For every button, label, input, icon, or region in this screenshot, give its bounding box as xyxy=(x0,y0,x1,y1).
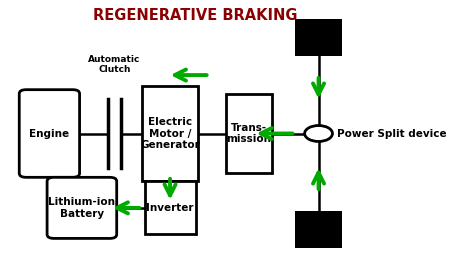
Text: Engine: Engine xyxy=(29,128,70,139)
FancyBboxPatch shape xyxy=(145,181,196,234)
Text: Automatic
Clutch: Automatic Clutch xyxy=(88,55,141,74)
FancyBboxPatch shape xyxy=(19,90,80,177)
Text: REGENERATIVE BRAKING: REGENERATIVE BRAKING xyxy=(93,8,298,23)
FancyBboxPatch shape xyxy=(142,86,198,181)
FancyBboxPatch shape xyxy=(47,177,117,238)
Text: Trans-
mission: Trans- mission xyxy=(227,123,272,144)
Text: Electric
Motor /
Generator: Electric Motor / Generator xyxy=(140,117,200,150)
Circle shape xyxy=(305,125,332,142)
Text: Power Split device: Power Split device xyxy=(337,128,447,139)
FancyBboxPatch shape xyxy=(226,94,272,173)
Text: Lithium-ion
Battery: Lithium-ion Battery xyxy=(48,197,115,219)
Bar xyxy=(295,210,342,248)
Bar xyxy=(295,19,342,57)
Text: Inverter: Inverter xyxy=(146,203,194,213)
